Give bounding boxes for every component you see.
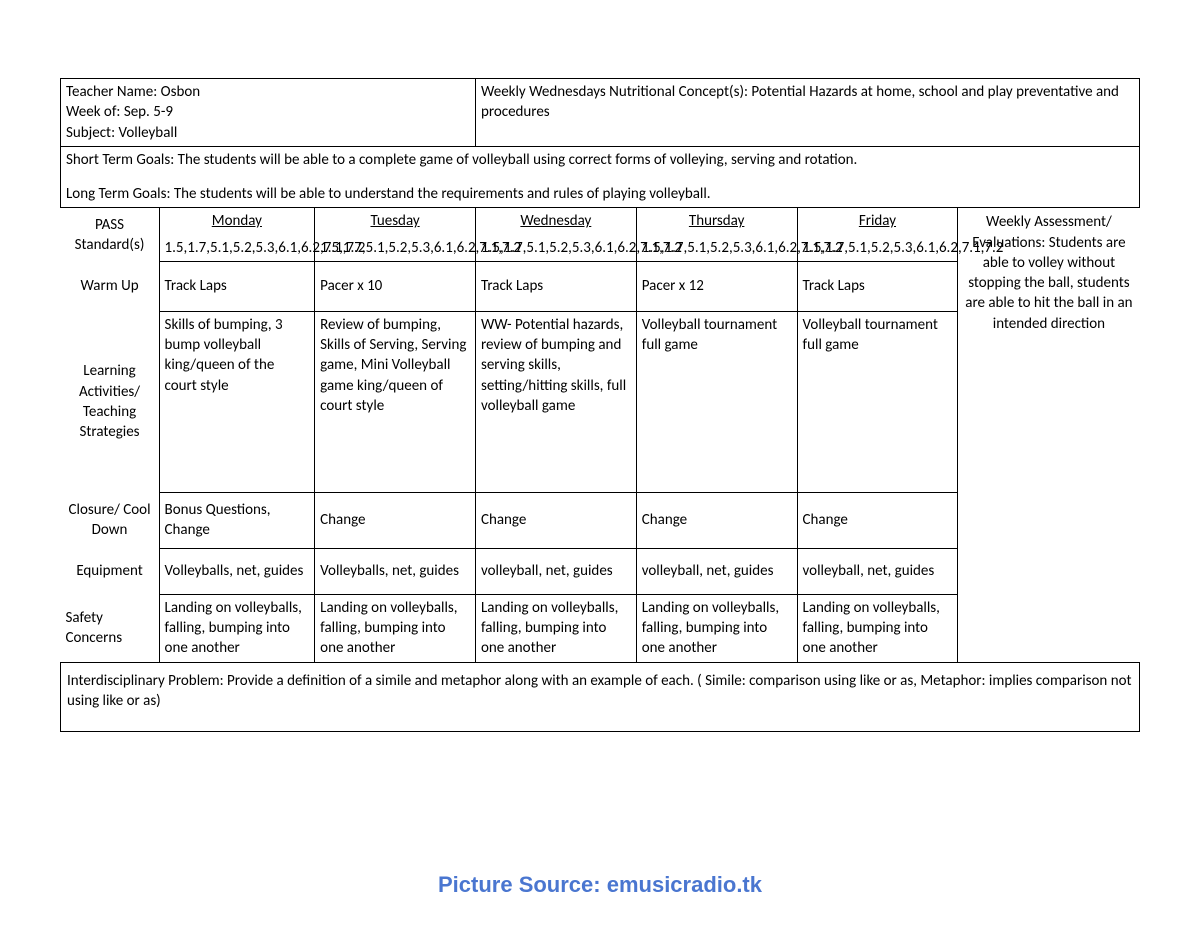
lesson-plan-page: Teacher Name: Osbon Week of: Sep. 5-9 Su… [0,0,1200,928]
nutritional-cell: Weekly Wednesdays Nutritional Concept(s)… [475,79,1139,147]
closure-label: Closure/ Cool Down [61,492,160,548]
warm-thu: Pacer x 12 [636,261,797,311]
learn-thu: Volleyball tournament full game [636,311,797,492]
equip-label: Equipment [61,548,160,594]
interdisciplinary-cell: Interdisciplinary Problem: Provide a def… [61,662,1140,732]
learn-mon: Skills of bumping, 3 bump volleyball kin… [159,311,315,492]
long-term-goals: Long Term Goals: The students will be ab… [66,184,1134,204]
day-fri: Friday [797,208,958,235]
teacher-info-cell: Teacher Name: Osbon Week of: Sep. 5-9 Su… [61,79,476,147]
interdisciplinary-row: Interdisciplinary Problem: Provide a def… [61,662,1140,732]
subject: Subject: Volleyball [66,123,470,143]
goals-cell: Short Term Goals: The students will be a… [61,146,1140,208]
warm-wed: Track Laps [475,261,636,311]
pass-wed: 1.5,1.7,5.1,5.2,5.3,6.1,6.2,7.1,7.2 [475,235,636,262]
safety-label: Safety Concerns [61,594,160,662]
closure-tue: Change [315,492,476,548]
warm-tue: Pacer x 10 [315,261,476,311]
safety-thu: Landing on volleyballs, falling, bumping… [636,594,797,662]
equip-thu: volleyball, net, guides [636,548,797,594]
learn-tue: Review of bumping, Skills of Serving, Se… [315,311,476,492]
equip-fri: volleyball, net, guides [797,548,958,594]
day-thu: Thursday [636,208,797,235]
equip-mon: Volleyballs, net, guides [159,548,315,594]
short-term-goals: Short Term Goals: The students will be a… [66,150,1134,170]
closure-mon: Bonus Questions, Change [159,492,315,548]
safety-wed: Landing on volleyballs, falling, bumping… [475,594,636,662]
pass-tue: 1.5,1.7,5.1,5.2,5.3,6.1,6.2,7.1,7.2 [315,235,476,262]
lesson-plan-table: Teacher Name: Osbon Week of: Sep. 5-9 Su… [60,78,1140,732]
day-mon: Monday [159,208,315,235]
warm-label: Warm Up [61,261,160,311]
closure-wed: Change [475,492,636,548]
closure-thu: Change [636,492,797,548]
day-tue: Tuesday [315,208,476,235]
goals-row: Short Term Goals: The students will be a… [61,146,1140,208]
equip-tue: Volleyballs, net, guides [315,548,476,594]
teacher-name: Teacher Name: Osbon [66,82,470,102]
assessment-cell: Weekly Assessment/ Evaluations: Students… [958,208,1140,662]
header-row: Teacher Name: Osbon Week of: Sep. 5-9 Su… [61,79,1140,147]
closure-fri: Change [797,492,958,548]
picture-source: Picture Source: emusicradio.tk [0,872,1200,898]
pass-label: PASS Standard(s) [61,208,160,262]
pass-fri: 1.5,1.7,5.1,5.2,5.3,6.1,6.2,7.1,7.2 [797,235,958,262]
safety-tue: Landing on volleyballs, falling, bumping… [315,594,476,662]
warm-fri: Track Laps [797,261,958,311]
safety-fri: Landing on volleyballs, falling, bumping… [797,594,958,662]
warm-mon: Track Laps [159,261,315,311]
day-wed: Wednesday [475,208,636,235]
pass-thu: 1.5,1.7,5.1,5.2,5.3,6.1,6.2,7.1,7.2 [636,235,797,262]
learn-wed: WW- Potential hazards, review of bumping… [475,311,636,492]
week-of: Week of: Sep. 5-9 [66,102,470,122]
learn-label: Learning Activities/ Teaching Strategies [61,311,160,492]
equip-wed: volleyball, net, guides [475,548,636,594]
safety-mon: Landing on volleyballs, falling, bumping… [159,594,315,662]
day-heading-row: PASS Standard(s) Monday Tuesday Wednesda… [61,208,1140,235]
learn-fri: Volleyball tournament full game [797,311,958,492]
pass-mon: 1.5,1.7,5.1,5.2,5.3,6.1,6.2,7.1,7.2 [159,235,315,262]
